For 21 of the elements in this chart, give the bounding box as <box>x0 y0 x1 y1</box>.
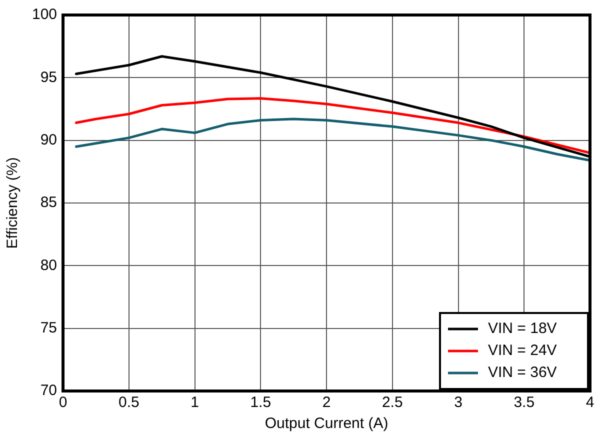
x-tick-label: 0.5 <box>118 394 140 412</box>
y-tick-label: 70 <box>40 382 58 400</box>
y-tick-label: 85 <box>40 194 58 212</box>
y-tick-label: 90 <box>40 131 58 148</box>
x-tick-label: 1 <box>190 394 199 412</box>
x-tick-label: 3.5 <box>514 394 535 412</box>
legend-label: VIN = 36V <box>488 364 557 382</box>
y-tick-label: 100 <box>32 6 58 24</box>
x-tick-label: 0 <box>58 394 68 412</box>
legend-label: VIN = 24V <box>488 342 557 360</box>
x-tick-label: 1.5 <box>250 394 272 412</box>
y-tick-label: 75 <box>40 319 58 336</box>
x-tick-label: 2 <box>322 394 331 412</box>
x-tick-label: 3 <box>454 394 462 412</box>
x-tick-label: 2.5 <box>382 394 403 412</box>
y-tick-label: 95 <box>40 68 58 86</box>
y-axis-title: Efficiency (%) <box>4 157 22 249</box>
x-axis-title: Output Current (A) <box>264 415 388 432</box>
legend-label: VIN = 18V <box>488 320 557 338</box>
x-tick-label: 4 <box>586 394 594 412</box>
y-tick-label: 80 <box>40 256 58 274</box>
